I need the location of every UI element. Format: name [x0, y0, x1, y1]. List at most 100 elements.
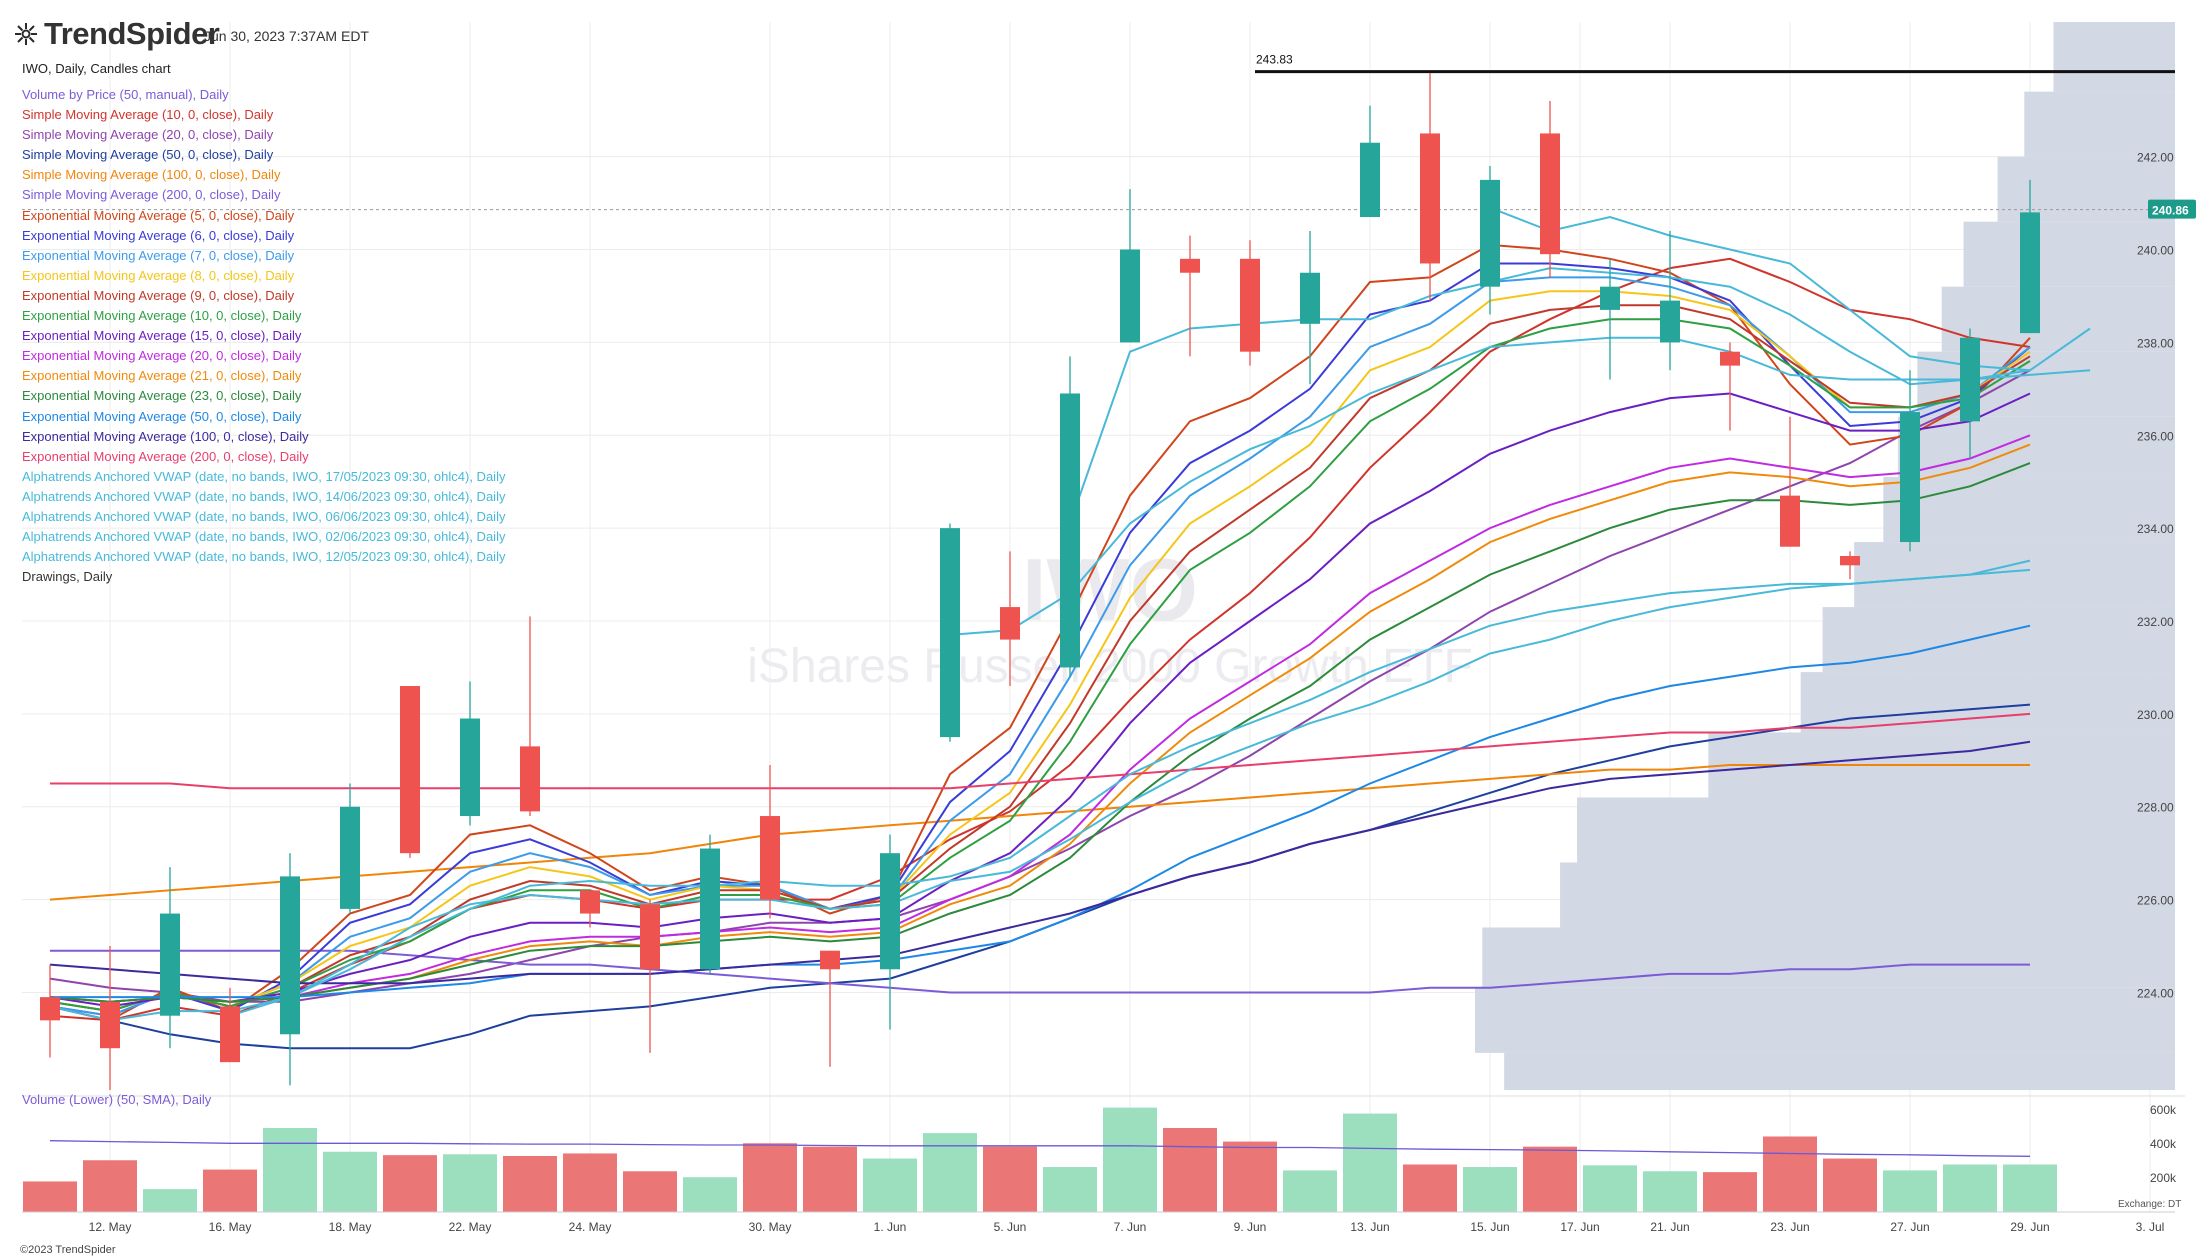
candle-body [160, 913, 180, 1016]
chart-title: IWO, Daily, Candles chart [22, 61, 171, 76]
watermark-name: iShares Russell 2000 Growth ETF [747, 640, 1473, 693]
legend-item[interactable]: Exponential Moving Average (20, 0, close… [22, 348, 302, 364]
volume-by-price-bar [1963, 221, 2175, 287]
last-price-badge [2148, 199, 2196, 219]
volume-axis-label: 400k [2150, 1137, 2177, 1151]
legend-item[interactable]: Exponential Moving Average (50, 0, close… [22, 408, 302, 424]
volume-by-price-bar [1854, 542, 2175, 608]
candle [1660, 230, 1680, 371]
volume-bar [1523, 1146, 1577, 1212]
legend-item[interactable]: Exponential Moving Average (10, 0, close… [22, 308, 302, 324]
legend-item[interactable]: Simple Moving Average (200, 0, close), D… [22, 187, 281, 203]
copyright: ©2023 TrendSpider [20, 1244, 116, 1256]
x-axis-label: 1. Jun [874, 1220, 907, 1234]
legend-item[interactable]: Simple Moving Average (20, 0, close), Da… [22, 127, 274, 143]
legend-item[interactable]: Simple Moving Average (100, 0, close), D… [22, 167, 281, 183]
volume-bar [323, 1151, 377, 1212]
volume-bar [1223, 1141, 1277, 1212]
legend-item[interactable]: Simple Moving Average (10, 0, close), Da… [22, 107, 274, 123]
candle [220, 987, 240, 1063]
legend-item[interactable]: Alphatrends Anchored VWAP (date, no band… [22, 488, 506, 504]
candle [520, 616, 540, 817]
indicator-line [49, 276, 2031, 1017]
chart-header: TrendSpider Jun 30, 2023 7:37AM EDT [0, 0, 2207, 72]
legend-item[interactable]: Volume by Price (50, manual), Daily [22, 87, 229, 102]
volume-bar [1763, 1136, 1817, 1212]
legend-item[interactable]: Exponential Moving Average (23, 0, close… [22, 388, 302, 404]
candle-body [1420, 133, 1440, 264]
trendspider-logo[interactable]: TrendSpider [14, 16, 220, 52]
indicator-line [49, 559, 2031, 1022]
legend-item[interactable]: Simple Moving Average (50, 0, close), Da… [22, 147, 274, 163]
legend-item[interactable]: Alphatrends Anchored VWAP (date, no band… [22, 508, 506, 524]
indicator-line [949, 336, 2031, 636]
candle-body [2020, 212, 2040, 334]
volume-bar [263, 1128, 317, 1212]
candle [400, 686, 420, 858]
exchange-label: Exchange: DT [2118, 1199, 2182, 1210]
x-axis-label: 22. May [449, 1220, 492, 1234]
x-axis-label: 3. Jul [2136, 1220, 2165, 1234]
candle [1120, 189, 1140, 343]
volume-bar [1463, 1167, 1517, 1212]
volume-bar [1343, 1113, 1397, 1212]
candle-body [1180, 258, 1200, 273]
indicator-line [49, 262, 2031, 1017]
legend-item[interactable]: Exponential Moving Average (200, 0, clos… [22, 448, 309, 464]
legend-item[interactable]: Alphatrends Anchored VWAP (date, no band… [22, 549, 506, 565]
candle [1300, 230, 1320, 385]
legend-item[interactable]: Exponential Moving Average (8, 0, close)… [22, 267, 295, 283]
volume-bar [983, 1146, 1037, 1212]
candle-body [460, 718, 480, 817]
legend-item[interactable]: Alphatrends Anchored VWAP (date, no band… [22, 529, 506, 545]
legend-item[interactable]: Drawings, Daily [22, 569, 113, 585]
legend-item[interactable]: Exponential Moving Average (7, 0, close)… [22, 247, 295, 263]
candle [1900, 370, 1920, 552]
candle-body [700, 848, 720, 970]
legend-item[interactable]: Exponential Moving Average (5, 0, close)… [22, 207, 295, 223]
x-axis-label: 5. Jun [994, 1220, 1027, 1234]
candle-body [280, 876, 300, 1035]
candle-body [760, 816, 780, 900]
legend-item[interactable]: Exponential Moving Average (9, 0, close)… [22, 287, 295, 303]
x-axis-label: 23. Jun [1770, 1220, 1809, 1234]
x-axis-label: 24. May [569, 1220, 612, 1234]
candle [100, 946, 120, 1090]
indicator-line [49, 369, 2031, 1003]
legend-item[interactable]: Exponential Moving Average (21, 0, close… [22, 368, 302, 384]
candle [460, 681, 480, 826]
candle-body [1240, 258, 1260, 352]
volume-bar [1163, 1128, 1217, 1212]
chart-timestamp: Jun 30, 2023 7:37AM EDT [204, 28, 369, 44]
candle-body [1600, 286, 1620, 310]
volume-bar [503, 1156, 557, 1212]
y-axis-label: 226.00 [2137, 894, 2174, 908]
legend-item[interactable]: Exponential Moving Average (6, 0, close)… [22, 227, 295, 243]
x-axis-label: 18. May [329, 1220, 372, 1234]
volume-sma-line [49, 1140, 2031, 1157]
y-axis-label: 228.00 [2137, 801, 2174, 815]
volume-pane-label[interactable]: Volume (Lower) (50, SMA), Daily [22, 1092, 212, 1107]
volume-by-price-bar [1917, 351, 2175, 417]
volume-bar [1703, 1172, 1757, 1212]
candle [820, 950, 840, 1067]
candle-body [880, 853, 900, 970]
indicator-line [49, 764, 2030, 901]
volume-bar [203, 1169, 257, 1212]
volume-by-price-bar [1577, 797, 2175, 863]
candle-body [340, 806, 360, 909]
volume-by-price-bar [1560, 862, 2175, 928]
volume-bar [623, 1171, 677, 1212]
candle-body [640, 904, 660, 970]
candle-body [940, 528, 960, 738]
brand-name: TrendSpider [44, 16, 220, 51]
legend-item[interactable]: Exponential Moving Average (15, 0, close… [22, 328, 302, 344]
volume-axis-label: 200k [2150, 1171, 2177, 1185]
candle-body [580, 890, 600, 914]
legend-item[interactable]: Alphatrends Anchored VWAP (date, no band… [22, 468, 506, 484]
legend-item[interactable]: Exponential Moving Average (100, 0, clos… [22, 428, 309, 444]
y-axis-label: 242.00 [2137, 151, 2174, 165]
indicator-line [49, 740, 2031, 985]
candle [1840, 551, 1860, 580]
